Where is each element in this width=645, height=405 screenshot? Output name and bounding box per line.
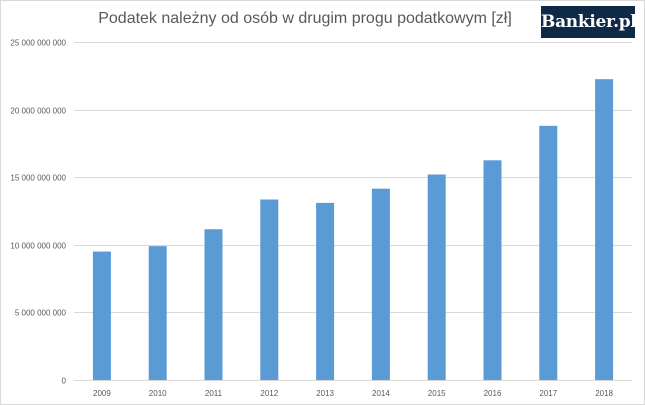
- bar-2016: [483, 160, 502, 380]
- x-tick-label-2014: 2014: [372, 389, 390, 398]
- bar-2017: [539, 125, 558, 380]
- bar-2009: [92, 251, 111, 380]
- x-tick-label-2013: 2013: [316, 389, 334, 398]
- chart-title: Podatek należny od osób w drugim progu p…: [98, 10, 512, 27]
- x-axis-labels: 2009 2010 2011 2012 2013 2014 2015 2016 2017 2018: [93, 389, 614, 398]
- bar-2015: [427, 174, 446, 380]
- y-tick-label: 25 000 000 000: [10, 39, 66, 48]
- x-tick-label-2010: 2010: [149, 389, 167, 398]
- bar-2014: [371, 188, 390, 380]
- x-tick-label-2015: 2015: [428, 389, 446, 398]
- y-tick-label: 0: [62, 377, 67, 386]
- bar-2010: [148, 246, 167, 380]
- y-tick-label: 10 000 000 000: [10, 242, 66, 251]
- grid-lines: [74, 42, 632, 381]
- y-axis-labels: 0 5 000 000 000 10 000 000 000 15 000 000 0…: [10, 39, 66, 386]
- x-tick-label-2009: 2009: [93, 389, 111, 398]
- bar-2013: [316, 202, 335, 380]
- bar-2012: [260, 199, 279, 380]
- y-tick-label: 20 000 000 000: [10, 107, 66, 116]
- x-tick-label-2016: 2016: [484, 389, 502, 398]
- x-tick-label-2011: 2011: [205, 389, 223, 398]
- bankier-logo: Bankier.pl: [541, 6, 637, 38]
- y-tick-label: 15 000 000 000: [10, 174, 66, 183]
- x-tick-label-2017: 2017: [539, 389, 557, 398]
- bar-2011: [204, 229, 223, 380]
- x-tick-label-2018: 2018: [595, 389, 613, 398]
- x-tick-label-2012: 2012: [260, 389, 278, 398]
- bar-2018: [595, 79, 614, 381]
- y-tick-label: 5 000 000 000: [15, 309, 67, 318]
- bars: [92, 79, 614, 381]
